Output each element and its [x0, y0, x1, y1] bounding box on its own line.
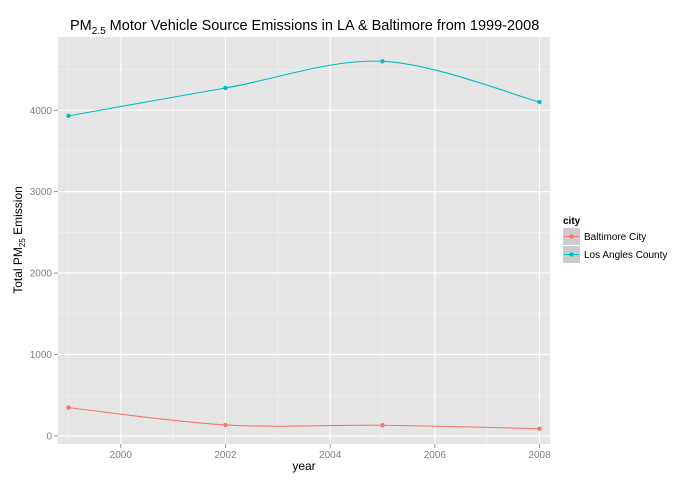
series-point-0: [223, 422, 228, 428]
legend-label-los-angeles: Los Angles County: [584, 250, 667, 261]
y-tick-label: 3000: [30, 187, 53, 198]
x-axis-ticks: 2000 2002 2004 2006 2008: [110, 444, 551, 461]
x-tick-label: 2004: [319, 450, 342, 461]
plot-panel: [58, 37, 550, 444]
major-grid: [58, 37, 550, 444]
legend-label-baltimore: Baltimore City: [584, 232, 646, 243]
series-lines: [68, 60, 540, 430]
y-tick-label: 0: [46, 431, 52, 442]
y-tick-label: 1000: [30, 350, 53, 361]
legend-item-baltimore: Baltimore City: [563, 228, 646, 245]
legend-key-point-los-angeles: [569, 252, 574, 257]
title-suffix: Motor Vehicle Source Emissions in LA & B…: [106, 18, 540, 34]
legend: city Baltimore City Los Angles County: [563, 216, 667, 263]
series-point-1: [380, 59, 385, 64]
y-axis-ticks: 0 1000 2000 3000 4000: [30, 106, 58, 442]
title-subscript: 2.5: [92, 26, 106, 37]
ylabel-prefix: Total PM: [11, 247, 25, 294]
x-tick-label: 2000: [110, 450, 133, 461]
series-point-1: [223, 85, 228, 91]
series-point-0: [380, 423, 385, 428]
series-points: [66, 59, 542, 431]
x-tick-label: 2002: [214, 450, 237, 461]
ylabel-suffix: Emission: [11, 186, 25, 238]
title-prefix: PM: [70, 18, 92, 34]
ylabel-subscript: 25: [18, 238, 27, 247]
series-line-0: [68, 407, 540, 430]
legend-title: city: [563, 216, 581, 227]
x-tick-label: 2008: [528, 450, 551, 461]
series-line-1: [68, 60, 540, 117]
series-point-0: [66, 405, 71, 410]
legend-key-point-baltimore: [569, 234, 574, 239]
series-point-1: [537, 99, 542, 105]
series-point-0: [537, 426, 542, 431]
y-axis-title: Total PM25 Emission: [11, 186, 27, 294]
legend-item-los-angeles: Los Angles County: [563, 246, 667, 263]
x-axis-title: year: [292, 459, 315, 473]
minor-grid: [58, 37, 550, 444]
chart-title: PM2.5 Motor Vehicle Source Emissions in …: [70, 18, 539, 37]
y-tick-label: 2000: [30, 269, 53, 280]
x-tick-label: 2006: [424, 450, 447, 461]
y-tick-label: 4000: [30, 106, 53, 117]
series-point-1: [66, 113, 71, 119]
